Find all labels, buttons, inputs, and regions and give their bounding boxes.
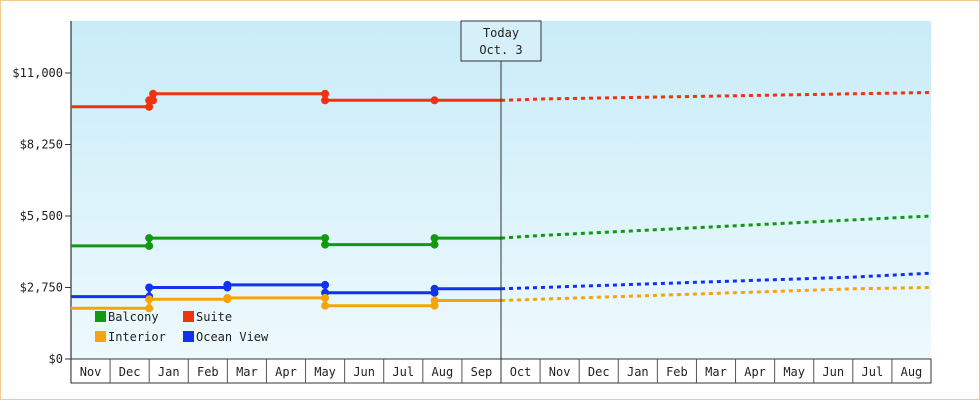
data-point-balcony [145,234,154,243]
y-tick-label: $0 [49,352,63,366]
x-tick-label: Aug [901,365,923,379]
x-tick-label: Jul [392,365,414,379]
x-tick-label: Apr [744,365,766,379]
data-point-balcony [430,240,439,249]
forecast-line-interior [500,286,932,302]
data-point-suite [321,89,330,98]
forecast-line-ocean-view [500,271,932,291]
x-tick-label: Oct [510,365,532,379]
legend-label: Balcony [108,310,159,324]
x-tick-label: Nov [80,365,102,379]
data-point-balcony [321,234,330,243]
legend-label: Suite [196,310,232,324]
x-tick-label: Jun [353,365,375,379]
x-tick-label: Mar [236,365,258,379]
x-tick-label: May [783,365,805,379]
x-tick-label: Nov [549,365,571,379]
forecast-line-balcony [500,214,932,240]
data-point-suite [149,96,158,105]
legend-label: Ocean View [196,330,269,344]
x-tick-label: Dec [588,365,610,379]
data-point-ocean-view [145,283,154,292]
legend-swatch [95,331,106,342]
data-point-suite [430,96,439,105]
data-point-balcony [145,241,154,250]
data-point-suite [149,89,158,98]
x-tick-label: Mar [705,365,727,379]
data-point-ocean-view [430,284,439,293]
y-tick-label: $11,000 [12,66,63,80]
legend-swatch [183,311,194,322]
data-point-balcony [321,240,330,249]
legend-label: Interior [108,330,166,344]
data-point-interior [321,293,330,302]
data-point-ocean-view [321,280,330,289]
today-title: Today [483,26,519,40]
legend-swatch [183,331,194,342]
data-point-ocean-view [223,280,232,289]
x-tick-label: Sep [471,365,493,379]
legend-swatch [95,311,106,322]
today-date: Oct. 3 [479,43,522,57]
x-tick-label: Aug [432,365,454,379]
x-tick-label: Jan [158,365,180,379]
x-tick-label: May [314,365,336,379]
today-box [460,20,542,62]
data-point-interior [223,293,232,302]
x-tick-label: Jan [627,365,649,379]
forecast-line-suite [500,91,932,102]
x-tick-label: Feb [197,365,219,379]
x-tick-label: Dec [119,365,141,379]
data-point-suite [145,102,154,111]
x-tick-label: Jul [862,365,884,379]
x-tick-label: Feb [666,365,688,379]
x-tick-label: Apr [275,365,297,379]
data-point-balcony [430,234,439,243]
data-point-interior [321,301,330,310]
y-tick-label: $8,250 [20,138,63,152]
data-point-interior [145,295,154,304]
y-tick-label: $2,750 [20,281,63,295]
data-point-interior [430,296,439,305]
x-tick-label: Jun [822,365,844,379]
y-tick-label: $5,500 [20,209,63,223]
data-point-suite [321,96,330,105]
data-point-interior [145,304,154,313]
